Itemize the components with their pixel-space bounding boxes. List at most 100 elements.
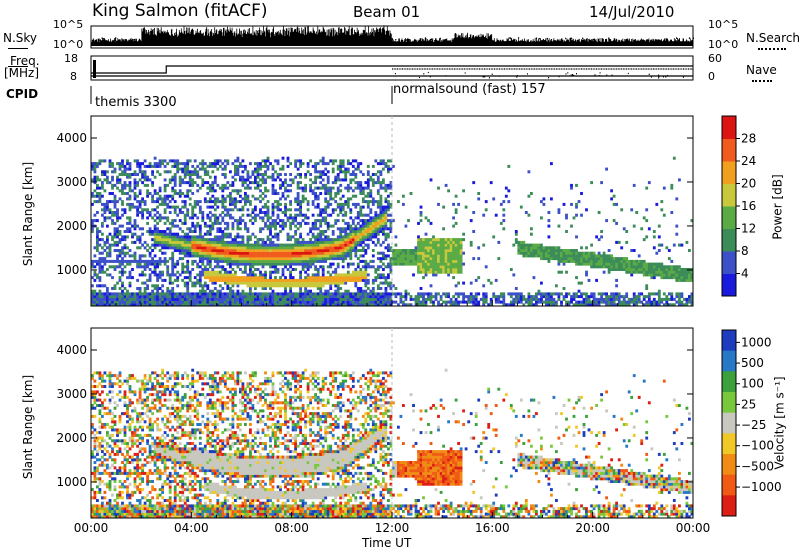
power-cell	[489, 300, 493, 304]
power-cell	[607, 265, 611, 269]
power-cell	[91, 227, 94, 231]
power-cell	[136, 295, 140, 299]
power-cell	[103, 159, 107, 163]
power-cell	[489, 303, 493, 307]
power-cell	[96, 178, 99, 182]
power-cell	[580, 254, 583, 258]
power-cell	[625, 270, 629, 274]
power-cell	[116, 232, 119, 236]
power-cell	[449, 300, 453, 304]
power-cell	[166, 202, 170, 206]
power-cell	[188, 278, 192, 282]
power-cell	[264, 221, 267, 225]
power-cell	[269, 216, 272, 220]
power-cell	[316, 227, 320, 231]
power-cell	[346, 249, 350, 253]
power-cell	[221, 235, 225, 239]
power-cell	[422, 292, 425, 296]
power-cell	[540, 243, 543, 247]
power-cell	[203, 243, 207, 247]
power-cell	[306, 278, 310, 282]
power-cell	[91, 194, 94, 198]
power-cell	[239, 300, 242, 304]
power-cell	[316, 186, 320, 190]
power-cell	[667, 303, 671, 307]
power-cell	[136, 183, 140, 187]
power-cell	[336, 246, 340, 250]
power-cell	[196, 281, 200, 285]
power-cell	[314, 238, 318, 242]
power-cell	[178, 297, 182, 301]
power-cell	[547, 224, 551, 228]
power-cell	[354, 167, 358, 171]
power-cell	[279, 224, 282, 228]
power-cell	[354, 300, 358, 304]
power-cell	[384, 197, 388, 201]
power-cell	[181, 262, 185, 266]
power-cell	[191, 300, 195, 304]
power-cell	[319, 232, 323, 236]
power-cell	[133, 194, 137, 198]
power-cell	[474, 300, 478, 304]
power-cell	[294, 246, 298, 250]
power-cell	[196, 278, 200, 282]
power-cell	[128, 281, 132, 285]
power-cell	[203, 238, 207, 242]
power-cell	[530, 243, 533, 247]
power-cell	[309, 262, 313, 266]
power-cell	[424, 232, 428, 236]
power-cell	[246, 303, 250, 307]
power-cell	[221, 194, 225, 198]
power-cell	[557, 297, 561, 301]
power-cell	[540, 257, 543, 261]
power-cell	[316, 205, 320, 209]
power-cell	[231, 259, 235, 263]
power-cell	[299, 240, 303, 244]
power-cell	[382, 213, 385, 217]
power-cell	[229, 192, 232, 196]
power-cell	[306, 262, 310, 266]
power-cell	[404, 262, 408, 266]
power-cell	[540, 216, 543, 220]
power-cell	[229, 273, 232, 277]
power-cell	[354, 243, 358, 247]
power-cell	[118, 162, 122, 166]
power-cell	[417, 240, 420, 244]
power-cell	[188, 243, 192, 247]
power-cell	[299, 281, 303, 285]
power-cell	[299, 200, 303, 204]
power-cell	[387, 284, 390, 288]
power-cell	[650, 268, 654, 272]
power-cell	[622, 268, 626, 272]
power-cell	[123, 259, 127, 263]
power-cell	[620, 208, 624, 212]
power-cell	[434, 246, 438, 250]
power-cell	[615, 257, 619, 261]
power-cell	[208, 292, 212, 296]
power-cell	[244, 227, 247, 231]
freq-label: Freq.	[10, 54, 40, 68]
power-cell	[382, 257, 385, 261]
power-cell	[201, 211, 205, 215]
power-cell	[331, 276, 335, 280]
power-cell	[101, 270, 104, 274]
power-cell	[193, 300, 197, 304]
power-cell	[128, 167, 132, 171]
power-cell	[229, 183, 232, 187]
power-cell	[582, 300, 586, 304]
power-cell	[326, 243, 330, 247]
power-cell	[216, 219, 220, 223]
power-cell	[156, 221, 160, 225]
power-cell	[276, 292, 280, 296]
power-cell	[183, 232, 187, 236]
power-cell	[208, 224, 212, 228]
power-cell	[309, 183, 313, 187]
power-cell	[457, 251, 461, 255]
power-cell	[557, 211, 561, 215]
power-cell	[454, 208, 458, 212]
power-cell	[146, 278, 150, 282]
power-cell	[269, 224, 272, 228]
power-cell	[595, 278, 599, 282]
power-cell	[239, 262, 242, 266]
power-cell	[279, 173, 282, 177]
